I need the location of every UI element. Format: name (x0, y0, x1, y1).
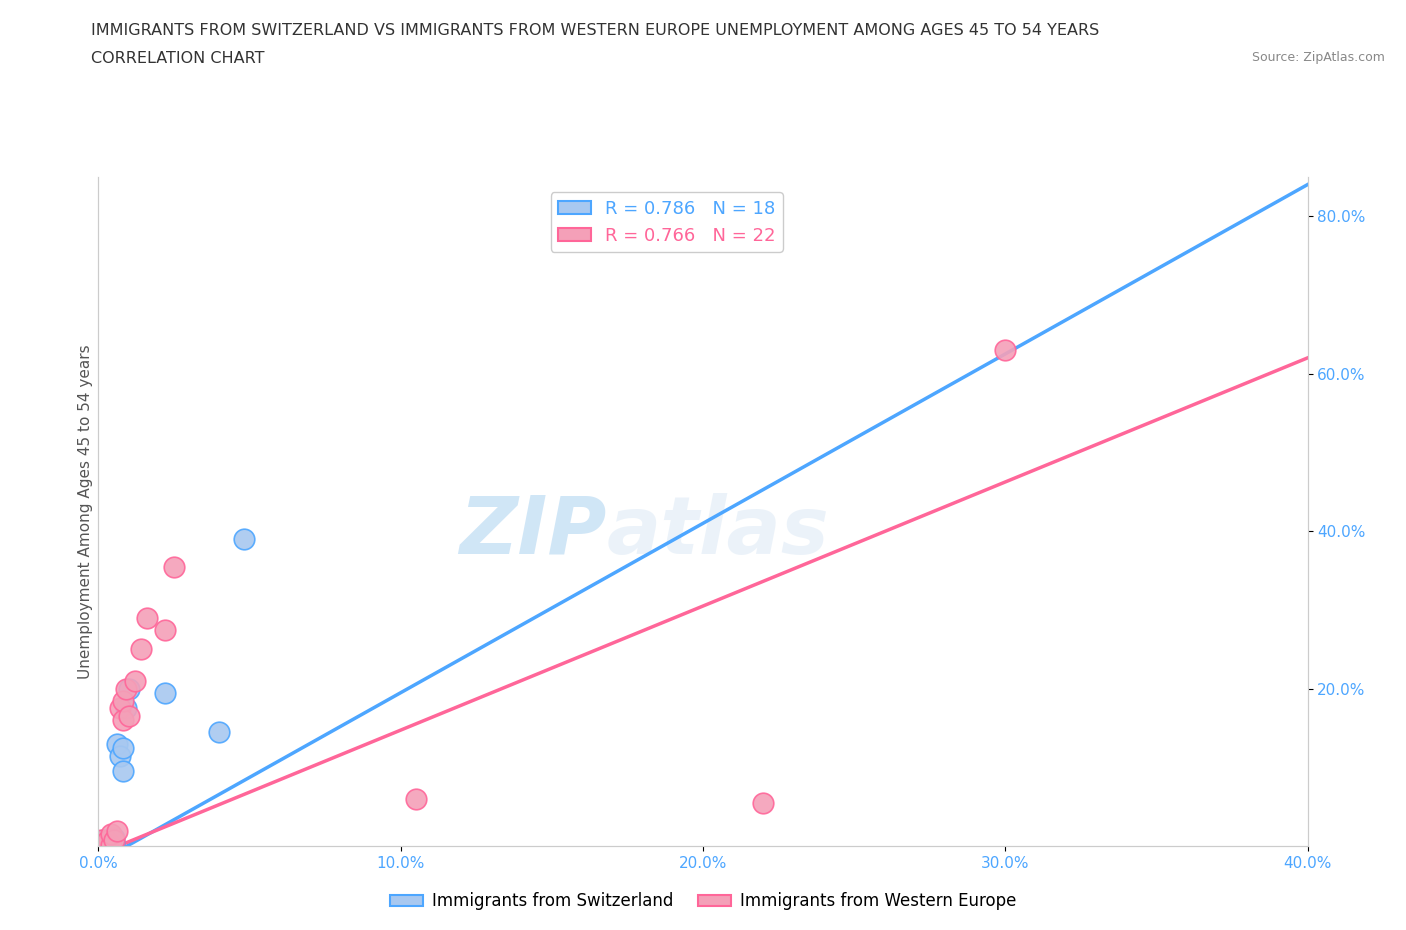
Point (96, 836, 118, 851)
Point (153, 622, 176, 637)
Point (93, 838, 115, 853)
Point (103, 832, 125, 847)
Point (111, 712, 134, 727)
Point (114, 701, 136, 716)
Point (90, 837, 112, 852)
Legend: Immigrants from Switzerland, Immigrants from Western Europe: Immigrants from Switzerland, Immigrants … (384, 885, 1022, 917)
Point (118, 682, 141, 697)
Text: Source: ZipAtlas.com: Source: ZipAtlas.com (1251, 51, 1385, 64)
Point (994, 342, 1017, 357)
Point (108, 701, 131, 716)
Point (163, 559, 186, 574)
Point (108, 749, 131, 764)
Point (111, 740, 134, 755)
Point (100, 827, 122, 842)
Text: IMMIGRANTS FROM SWITZERLAND VS IMMIGRANTS FROM WESTERN EUROPE UNEMPLOYMENT AMONG: IMMIGRANTS FROM SWITZERLAND VS IMMIGRANT… (91, 23, 1099, 38)
Point (96, 833, 118, 848)
Y-axis label: Unemployment Among Ages 45 to 54 years: Unemployment Among Ages 45 to 54 years (77, 344, 93, 679)
Point (153, 685, 176, 700)
Point (90, 835, 112, 850)
Point (100, 838, 122, 853)
Point (208, 724, 231, 739)
Text: CORRELATION CHART: CORRELATION CHART (91, 51, 264, 66)
Text: ZIP: ZIP (458, 493, 606, 571)
Point (752, 795, 775, 810)
Point (111, 764, 134, 779)
Point (114, 682, 136, 697)
Point (135, 610, 157, 625)
Point (93, 837, 115, 852)
Point (93, 832, 115, 847)
Point (90, 832, 112, 847)
Point (232, 532, 254, 547)
Point (100, 834, 122, 849)
Point (111, 693, 134, 708)
Point (105, 823, 128, 838)
Point (90, 838, 112, 853)
Point (129, 642, 152, 657)
Legend: R = 0.786   N = 18, R = 0.766   N = 22: R = 0.786 N = 18, R = 0.766 N = 22 (551, 193, 783, 252)
Point (103, 836, 125, 851)
Point (405, 791, 427, 806)
Point (124, 673, 146, 688)
Point (96, 836, 118, 851)
Point (100, 837, 122, 852)
Point (118, 709, 141, 724)
Point (105, 737, 128, 751)
Point (103, 831, 125, 846)
Text: atlas: atlas (606, 493, 830, 571)
